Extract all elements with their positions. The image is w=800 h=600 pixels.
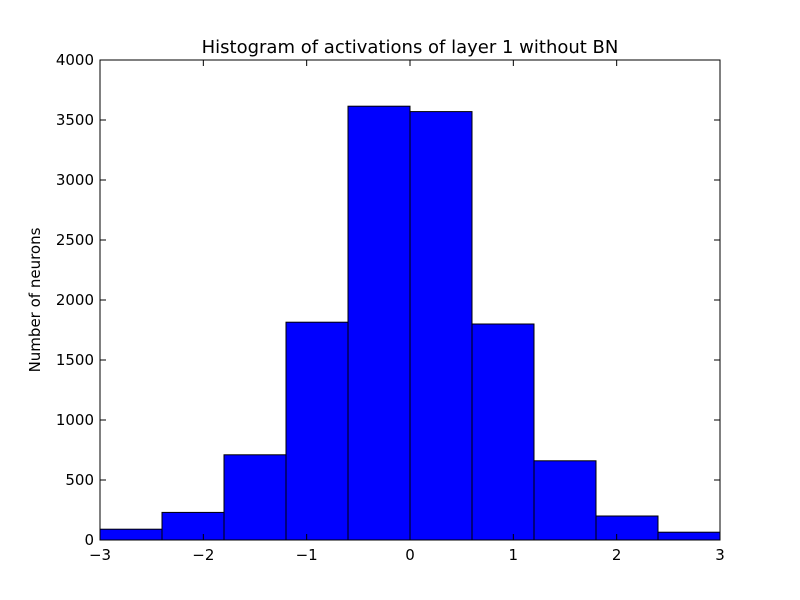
y-tick-label: 2500: [56, 231, 94, 249]
histogram-bar: [347, 105, 411, 541]
x-tick-label: −3: [89, 546, 111, 564]
x-tick-label: 3: [715, 546, 725, 564]
y-tick-label: 3000: [56, 171, 94, 189]
histogram-bar: [161, 511, 225, 541]
ticks-group: −3 −2 −1 0 1 2 3 0 500 1000 1500 2000 2500 3000 3500 40…: [56, 51, 725, 564]
histogram-bar: [409, 111, 473, 541]
histogram-bar: [595, 515, 659, 541]
histogram-bar: [533, 460, 597, 541]
y-tick-label: 1500: [56, 351, 94, 369]
chart-title: Histogram of activations of layer 1 with…: [202, 37, 619, 58]
histogram-bar: [657, 531, 721, 541]
histogram-bar: [223, 454, 287, 541]
x-tick-label: 1: [509, 546, 519, 564]
y-tick-label: 2000: [56, 291, 94, 309]
y-tick-label: 1000: [56, 411, 94, 429]
x-tick-label: −2: [192, 546, 214, 564]
histogram-bar: [471, 323, 535, 541]
x-tick-label: 2: [612, 546, 622, 564]
y-axis-label: Number of neurons: [26, 227, 44, 372]
x-tick-label: 0: [405, 546, 415, 564]
histogram-bar: [285, 321, 349, 541]
y-tick-label: 4000: [56, 51, 94, 69]
bars-group: [99, 105, 721, 541]
y-tick-label: 500: [65, 471, 94, 489]
y-tick-label: 0: [84, 531, 94, 549]
histogram-bar: [99, 528, 163, 541]
y-tick-label: 3500: [56, 111, 94, 129]
x-tick-label: −1: [296, 546, 318, 564]
